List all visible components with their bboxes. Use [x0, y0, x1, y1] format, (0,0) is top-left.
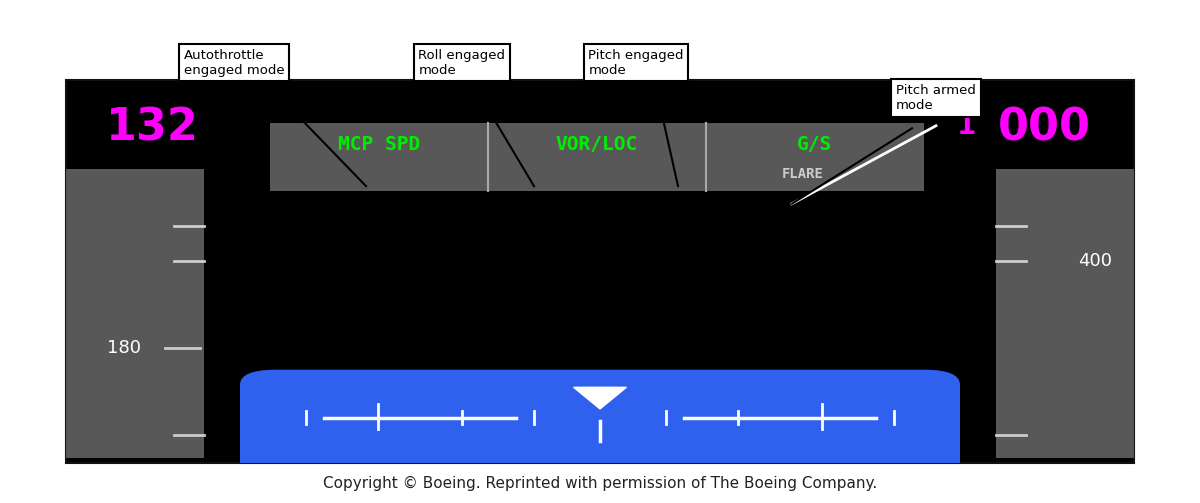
FancyBboxPatch shape: [240, 370, 960, 488]
Text: 400: 400: [1079, 252, 1112, 270]
Text: 1: 1: [956, 112, 976, 140]
Bar: [270, 123, 924, 191]
Text: Autothrottle
engaged mode: Autothrottle engaged mode: [184, 49, 284, 77]
Text: MCP SPD: MCP SPD: [338, 135, 420, 154]
Text: VOR/LOC: VOR/LOC: [556, 135, 638, 154]
Text: Copyright © Boeing. Reprinted with permission of The Boeing Company.: Copyright © Boeing. Reprinted with permi…: [323, 476, 877, 491]
Text: Pitch engaged
mode: Pitch engaged mode: [588, 49, 684, 77]
Polygon shape: [574, 387, 626, 409]
Text: G/S: G/S: [797, 135, 833, 154]
Text: FLARE: FLARE: [782, 167, 824, 181]
Text: 180: 180: [107, 339, 140, 357]
Text: 000: 000: [997, 107, 1091, 150]
Bar: [996, 169, 1134, 458]
Text: Pitch armed
mode: Pitch armed mode: [896, 84, 976, 112]
Text: 132: 132: [106, 107, 199, 150]
Bar: [66, 80, 1134, 463]
Text: Roll engaged
mode: Roll engaged mode: [419, 49, 505, 77]
Bar: [66, 169, 204, 458]
